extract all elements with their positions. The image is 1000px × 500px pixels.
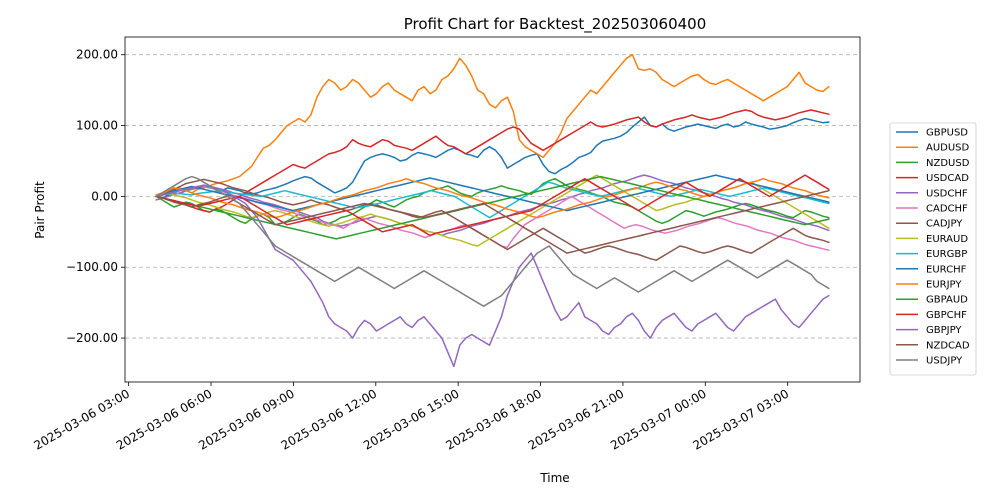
legend-label-usdcad: USDCAD: [926, 173, 969, 184]
legend-label-nzdusd: NZDUSD: [926, 158, 970, 169]
series-line-usdjpy: [155, 175, 830, 307]
y-axis-ticks: 200.00 100.00 0.00 −100.00 −200.00: [66, 48, 125, 345]
y-tick-label: 100.00: [76, 119, 118, 133]
legend-label-gbpaud: GBPAUD: [926, 295, 968, 306]
legend-label-gbpjpy: GBPJPY: [926, 325, 962, 336]
series-lines: [155, 53, 830, 368]
y-tick-label: 200.00: [76, 48, 118, 62]
series-line-nzdcad: [155, 189, 830, 254]
legend-label-usdjpy: USDJPY: [926, 356, 963, 367]
legend: GBPUSD AUDUSD NZDUSD USDCAD USDCHF CADCHF CADJ…: [889, 122, 977, 376]
legend-label-eurjpy: EURJPY: [926, 280, 962, 291]
series-line-gbpaud: [155, 175, 830, 240]
legend-label-cadjpy: CADJPY: [926, 219, 963, 230]
x-axis-label: Time: [539, 471, 569, 485]
legend-label-cadchf: CADCHF: [926, 204, 968, 215]
legend-label-usdchf: USDCHF: [926, 188, 968, 199]
series-line-audusd: [155, 53, 830, 196]
legend-label-euraud: EURAUD: [926, 234, 968, 245]
legend-label-eurchf: EURCHF: [926, 264, 967, 275]
y-tick-label: −100.00: [66, 260, 118, 274]
legend-label-gbpchf: GBPCHF: [926, 310, 967, 321]
series-line-eurchf: [155, 174, 830, 212]
series-line-usdcad: [155, 109, 830, 213]
legend-box: [889, 122, 977, 376]
series-line-gbpusd: [155, 116, 830, 200]
series-line-nzdusd: [155, 177, 830, 226]
series-line-cadjpy: [155, 178, 830, 261]
y-tick-label: −200.00: [66, 331, 118, 345]
series-line-gbpchf: [155, 174, 830, 237]
legend-label-gbpusd: GBPUSD: [926, 128, 968, 139]
legend-label-nzdcad: NZDCAD: [926, 340, 970, 351]
legend-label-eurgbp: EURGBP: [926, 249, 967, 260]
y-axis-label: Pair Profit: [33, 181, 47, 239]
plot-frame: [124, 36, 861, 383]
legend-label-audusd: AUDUSD: [926, 143, 970, 154]
y-tick-label: 0.00: [91, 189, 118, 203]
chart-title: Profit Chart for Backtest_202503060400: [404, 15, 707, 34]
